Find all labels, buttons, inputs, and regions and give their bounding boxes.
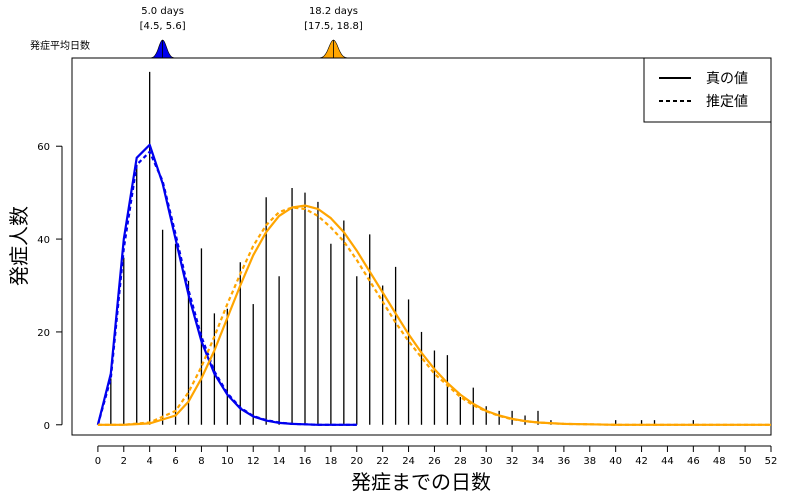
legend-label-true: 真の値	[706, 71, 748, 87]
mean-value-label-1: 18.2 days	[309, 6, 358, 17]
x-tick-label-50: 50	[739, 456, 752, 467]
x-axis: 0 2 4 6 8 10 12 14 16 18 20 22 24 26 28 30 32 34 36 38 40 42 4…	[95, 445, 778, 467]
x-tick-label-48: 48	[713, 456, 726, 467]
mean-interval-label-0: [4.5, 5.6]	[140, 21, 186, 32]
x-tick-label-38: 38	[583, 456, 596, 467]
x-tick-label-26: 26	[428, 456, 441, 467]
y-tick-label-20: 20	[37, 328, 50, 339]
x-tick-label-42: 42	[635, 456, 648, 467]
x-tick-label-18: 18	[325, 456, 338, 467]
x-tick-label-20: 20	[350, 456, 363, 467]
x-tick-label-44: 44	[661, 456, 674, 467]
x-tick-label-32: 32	[506, 456, 519, 467]
x-tick-label-8: 8	[198, 456, 204, 467]
x-tick-label-28: 28	[454, 456, 467, 467]
x-axis-title: 発症までの日数	[351, 470, 491, 494]
x-tick-label-36: 36	[558, 456, 571, 467]
x-tick-label-22: 22	[376, 456, 389, 467]
y-tick-label-0: 0	[44, 421, 50, 432]
plot-frame	[71, 57, 772, 436]
x-tick-label-16: 16	[299, 456, 312, 467]
x-tick-label-40: 40	[609, 456, 622, 467]
y-tick-label-40: 40	[37, 235, 50, 246]
x-tick-label-52: 52	[765, 456, 778, 467]
distribution-curves	[96, 143, 771, 426]
legend-box	[643, 57, 772, 123]
x-tick-label-4: 4	[146, 456, 152, 467]
histogram-bars	[110, 71, 694, 425]
series-line-3	[97, 206, 771, 426]
x-tick-label-6: 6	[172, 456, 178, 467]
y-axis: 0 20 40 60	[37, 142, 63, 432]
x-tick-label-0: 0	[95, 456, 101, 467]
y-axis-title: 発症人数	[7, 206, 31, 286]
x-tick-label-34: 34	[532, 456, 545, 467]
mean-interval-label-1: [17.5, 18.8]	[304, 21, 363, 32]
x-tick-label-12: 12	[247, 456, 260, 467]
mean-value-label-0: 5.0 days	[141, 6, 184, 17]
x-tick-label-2: 2	[121, 456, 127, 467]
series-line-1	[96, 150, 357, 426]
x-tick-label-30: 30	[480, 456, 493, 467]
x-tick-label-46: 46	[687, 456, 700, 467]
x-tick-label-24: 24	[402, 456, 415, 467]
legend: 真の値 推定値	[643, 57, 772, 123]
x-tick-label-10: 10	[221, 456, 234, 467]
mean-estimate-densities: 5.0 days [4.5, 5.6] 18.2 days [17.5, 18.8]	[140, 6, 363, 59]
y-tick-label-60: 60	[37, 142, 50, 153]
x-tick-label-14: 14	[273, 456, 286, 467]
legend-label-estimate: 推定値	[706, 94, 748, 110]
mean-estimate-label: 発症平均日数	[30, 39, 90, 52]
